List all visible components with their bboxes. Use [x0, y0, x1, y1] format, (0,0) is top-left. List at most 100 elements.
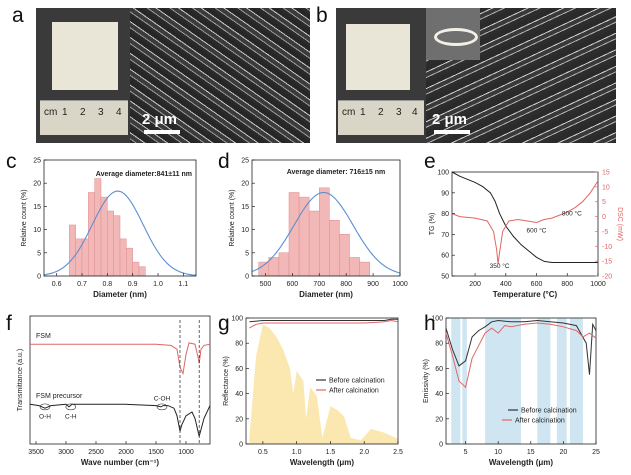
x-tick-label-h: 15: [527, 449, 535, 456]
x-tick-label-e: 200: [469, 281, 481, 288]
y-tick-label-c: 25: [33, 158, 41, 165]
ruler: cm 1 2 3 4: [338, 100, 424, 135]
series-label-f: FSM precursor: [36, 393, 83, 400]
ruler-tick: cm: [342, 107, 356, 118]
annotation-e: 600 °C: [527, 226, 547, 234]
x-tick-label-g: 2.5: [393, 449, 403, 456]
x-tick-label-c: 0.8: [102, 281, 112, 288]
ruler-tick: 2: [80, 107, 86, 118]
x-tick-label-h: 5: [464, 449, 468, 456]
y-tick-label-e: 100: [437, 170, 449, 177]
y-tick-label-g: 80: [235, 341, 243, 348]
histogram-bar-d: [308, 210, 320, 277]
histogram-bar-d: [258, 261, 270, 277]
y-tick-label-e: 60: [441, 253, 449, 260]
x-tick-label-d: 600: [287, 281, 299, 288]
x-tick-label-d: 1000: [392, 281, 408, 288]
x-tick-label-g: 0.5: [258, 449, 268, 456]
y-axis-label-e: TG (%): [429, 213, 436, 236]
series-line-e-tg: [451, 171, 598, 263]
y-axis-label-c: Relative count (%): [21, 189, 28, 246]
y-tick-label-g: 0: [239, 442, 243, 449]
ruler-tick: 1: [62, 107, 68, 118]
scale-label: 2 μm: [432, 111, 468, 128]
series-line-e-dsc: [451, 180, 599, 265]
y-tick-label-h: 20: [435, 416, 443, 423]
atmospheric-window-band: [451, 318, 461, 444]
y-tick-label-e2: 10: [602, 184, 610, 191]
panel-label-b: b: [316, 4, 328, 27]
ruler-tick: 2: [378, 107, 384, 118]
series-label-f: FSM: [36, 333, 51, 340]
x-tick-label-f: 1500: [148, 449, 164, 456]
gaussian-fit-d: [251, 191, 401, 274]
y-tick-label-g: 60: [235, 366, 243, 373]
ruler-tick: 4: [116, 107, 122, 118]
legend-label-g: Before calcination: [329, 378, 385, 385]
x-tick-label-g: 2.0: [359, 449, 369, 456]
y-axis-label-h: Emissivity (%): [423, 359, 430, 403]
panel-label-f: f: [6, 312, 12, 335]
panel-label-d: d: [218, 150, 230, 173]
y-tick-label-h: 60: [435, 366, 443, 373]
atmospheric-window-band: [485, 318, 521, 444]
annotation-f: C-OH: [154, 395, 171, 402]
scale-bar: [434, 130, 470, 134]
y-tick-label-e: 50: [441, 274, 449, 281]
x-tick-label-d: 700: [313, 281, 325, 288]
x-tick-label-f: 3500: [28, 449, 44, 456]
histogram-bar-c: [88, 192, 95, 277]
peak-marker-f: [156, 403, 168, 411]
y-tick-label-e2: 0: [602, 214, 606, 221]
x-tick-label-e: 800: [561, 281, 573, 288]
annotation-e: 800 °C: [562, 210, 582, 218]
x-axis-label-f: Wave number (cm⁻¹): [81, 458, 159, 467]
x-tick-label-c: 1.1: [178, 281, 188, 288]
x-tick-label-g: 1.5: [326, 449, 336, 456]
x-tick-label-f: 3000: [58, 449, 74, 456]
x-tick-label-f: 2000: [118, 449, 134, 456]
legend-label-h: After calcination: [515, 418, 565, 425]
panel-label-h: h: [424, 312, 436, 335]
solar-spectrum-area: [249, 324, 398, 444]
x-tick-label-e: 400: [500, 281, 512, 288]
y-tick-label-g: 20: [235, 416, 243, 423]
histogram-bar-d: [349, 257, 360, 277]
x-tick-label-e: 600: [531, 281, 543, 288]
chart-title-c: Average diameter:841±11 nm: [96, 171, 192, 178]
x-tick-label-d: 800: [340, 281, 352, 288]
y-tick-label-e: 80: [441, 211, 449, 218]
histogram-bar-c: [126, 247, 133, 277]
plot-frame-g: [245, 317, 399, 445]
x-axis-label-g: Wavelength (μm): [290, 458, 354, 467]
histogram-bar-c: [69, 224, 76, 277]
x-tick-label-c: 0.7: [77, 281, 87, 288]
x-tick-label-f: 2500: [88, 449, 104, 456]
annotation-f: C-H: [65, 413, 77, 420]
histogram-bar-c: [100, 196, 108, 277]
histogram-bar-d: [339, 233, 350, 277]
y-axis-label-g: Reflectance (%): [223, 356, 230, 406]
y-tick-label-e2: -20: [602, 274, 612, 281]
y-tick-label-e2: -10: [602, 244, 612, 251]
histogram-bar-d: [329, 220, 340, 277]
series-line-g-before: [249, 318, 398, 323]
x-tick-label-c: 0.6: [52, 281, 62, 288]
histogram-bar-c: [94, 178, 102, 277]
y-tick-label-e2: 5: [602, 199, 606, 206]
fabric-sample: [52, 22, 118, 90]
y-tick-label-d: 10: [241, 227, 249, 234]
histogram-bar-c: [132, 261, 140, 277]
y-tick-label-g: 40: [235, 391, 243, 398]
y-tick-label-d: 20: [241, 181, 249, 188]
y-tick-label-c: 15: [33, 204, 41, 211]
x-tick-label-d: 500: [260, 281, 272, 288]
annotation-f: O-H: [39, 413, 51, 420]
y-tick-label-c: 20: [33, 181, 41, 188]
atmospheric-window-band: [569, 318, 583, 444]
ruler-tick: 4: [412, 107, 418, 118]
y-tick-label-c: 5: [37, 250, 41, 257]
peak-marker-f: [39, 403, 51, 411]
panel-label-e: e: [424, 150, 436, 173]
